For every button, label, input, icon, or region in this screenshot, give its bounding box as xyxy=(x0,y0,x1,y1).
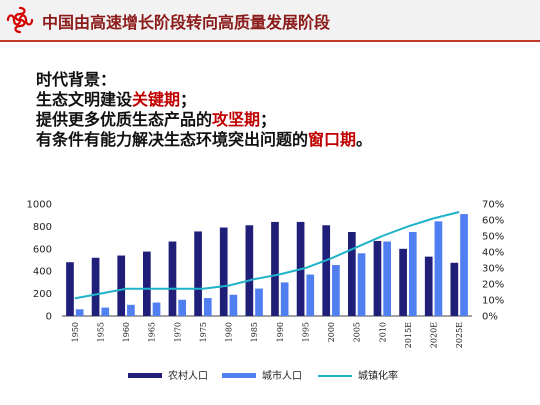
urban-population-bar xyxy=(101,307,110,316)
y-left-tick-label: 200 xyxy=(33,289,52,300)
x-tick-label: 1980 xyxy=(225,322,234,342)
x-tick-label: 1995 xyxy=(301,322,310,342)
rural-population-bar xyxy=(66,262,74,316)
legend-swatch-urban xyxy=(222,373,256,378)
x-tick-label: 2005 xyxy=(353,322,362,342)
x-tick-label: 1990 xyxy=(276,322,285,342)
y-left-tick-label: 400 xyxy=(33,267,52,278)
y-right-tick-label: 40% xyxy=(482,248,504,259)
line1-suffix: ； xyxy=(180,90,197,109)
x-tick-label: 2020E xyxy=(430,322,439,348)
chart-legend: 农村人口 城市人口 城镇化率 xyxy=(128,369,398,382)
rural-population-bar xyxy=(322,225,331,316)
urban-population-bar xyxy=(383,241,391,316)
background-line-3: 有条件有能力解决生态环境突出问题的窗口期。 xyxy=(36,130,372,150)
urban-population-bar xyxy=(255,288,263,316)
background-text-block: 时代背景： 生态文明建设关键期； 提供更多优质生态产品的攻坚期； 有条件有能力解… xyxy=(36,70,372,150)
y-right-tick-label: 10% xyxy=(482,296,504,307)
x-tick-label: 1955 xyxy=(96,322,105,342)
rural-population-bar xyxy=(168,241,177,316)
rural-population-bar xyxy=(348,232,356,316)
china-unicom-logo-icon xyxy=(6,6,34,34)
population-urbanization-chart: 0 200 400 600 800 1000 0% 10% 20% 30% 40% 50% 60% 70%… xyxy=(27,200,505,383)
y-left-tick-label: 800 xyxy=(33,222,52,233)
y-right-tick-label: 30% xyxy=(482,264,504,275)
urban-population-bar xyxy=(152,302,161,316)
legend-label-rate: 城镇化率 xyxy=(358,369,398,382)
urban-population-bar xyxy=(434,221,443,316)
y-right-tick-label: 60% xyxy=(482,216,504,227)
line2-suffix: ； xyxy=(260,110,277,129)
rural-population-bar xyxy=(271,221,279,316)
background-line-1: 生态文明建设关键期； xyxy=(36,90,372,110)
legend-label-urban: 城市人口 xyxy=(262,369,302,382)
legend-swatch-rural xyxy=(128,373,162,378)
x-tick-label: 1960 xyxy=(122,322,131,342)
urban-population-bar xyxy=(229,294,238,316)
y-right-tick-label: 70% xyxy=(482,200,504,211)
line1-prefix: 生态文明建设 xyxy=(36,90,133,109)
rural-population-bar xyxy=(219,227,228,316)
x-tick-label: 2000 xyxy=(327,322,336,342)
rural-population-bar xyxy=(450,262,459,316)
rural-population-bar xyxy=(91,257,100,316)
x-tick-label: 1965 xyxy=(148,322,157,342)
line2-highlight: 攻坚期 xyxy=(212,110,261,129)
legend-label-rural: 农村人口 xyxy=(168,369,208,382)
line3-highlight: 窗口期 xyxy=(308,130,357,149)
y-left-tick-label: 600 xyxy=(33,244,52,255)
urban-population-bar xyxy=(460,214,468,316)
rural-population-bar xyxy=(194,231,202,316)
line3-suffix: 。 xyxy=(356,130,373,149)
rural-population-bar xyxy=(117,255,126,316)
y-right-tick-label: 50% xyxy=(482,232,504,243)
rural-population-bar xyxy=(245,225,254,316)
urban-population-bar xyxy=(408,232,417,316)
y-left-tick-label: 1000 xyxy=(27,200,52,211)
page-title: 中国由高速增长阶段转向高质量发展阶段 xyxy=(42,13,331,32)
urban-population-bar xyxy=(332,265,340,316)
urban-population-bar xyxy=(357,253,366,316)
rural-population-bar xyxy=(373,240,382,316)
x-tick-label: 2010 xyxy=(378,322,387,342)
rural-population-bar xyxy=(399,248,407,316)
urban-population-bar xyxy=(203,298,212,316)
y-left-tick-label: 0 xyxy=(46,312,52,323)
chart-axes: 0 200 400 600 800 1000 0% 10% 20% 30% 40% 50% 60% 70% xyxy=(27,200,505,323)
y-right-tick-label: 20% xyxy=(482,280,504,291)
urban-population-bar xyxy=(75,309,84,316)
x-tick-label: 2015E xyxy=(404,322,413,348)
rural-population-bar xyxy=(424,256,433,316)
header-divider xyxy=(0,40,540,42)
background-line-2: 提供更多优质生态产品的攻坚期； xyxy=(36,110,372,130)
slide-header: 中国由高速增长阶段转向高质量发展阶段 xyxy=(0,0,540,40)
urban-population-bar xyxy=(178,299,186,316)
background-heading: 时代背景： xyxy=(36,70,117,89)
line2-prefix: 提供更多优质生态产品的 xyxy=(36,110,213,129)
x-tick-label: 1950 xyxy=(71,322,80,342)
urbanization-rate-line xyxy=(74,211,460,300)
urban-population-bar xyxy=(306,274,315,316)
line1-highlight: 关键期 xyxy=(132,90,181,109)
x-tick-label: 1970 xyxy=(173,322,182,342)
x-tick-label: 1985 xyxy=(250,322,259,342)
x-tick-label: 2025E xyxy=(455,322,464,348)
y-right-tick-label: 0% xyxy=(482,312,498,323)
chart-line xyxy=(74,211,460,300)
rural-population-bar xyxy=(143,251,151,316)
line3-prefix: 有条件有能力解决生态环境突出问题的 xyxy=(36,130,309,149)
chart-bars: 1950 1955 1960 1965 1970 1975 1980 1985 1990 1995… xyxy=(66,214,468,348)
urban-population-bar xyxy=(127,304,135,316)
x-tick-label: 1975 xyxy=(199,322,208,342)
urban-population-bar xyxy=(280,282,289,316)
